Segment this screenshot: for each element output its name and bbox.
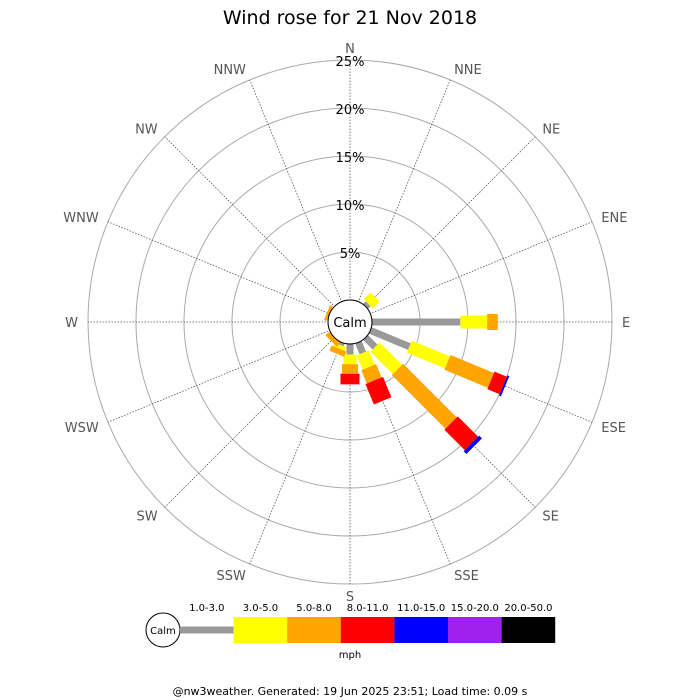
legend-swatch-1 [233,617,288,643]
spoke-line [164,136,351,323]
direction-label-w: W [65,316,78,331]
direction-label-s: S [346,590,354,605]
direction-label-ene: ENE [601,211,627,226]
direction-label-nne: NNE [454,63,482,78]
legend-bin-label: 8.0-11.0 [347,603,389,614]
spoke-line [349,79,451,323]
calm-circle: Calm [327,299,373,345]
legend-swatch-2 [287,617,341,643]
spoke-line [349,136,536,323]
direction-label-sw: SW [137,510,158,525]
bar-segment-ne-1 [363,292,380,309]
direction-label-nw: NW [135,122,158,137]
bar-segment-ese-1 [406,340,450,369]
bar-segment-se-1 [370,342,403,375]
bar-segment-se-0 [363,335,378,350]
bar-segment-ssw-2 [329,345,347,357]
legend-bin-label: 5.0-8.0 [296,603,331,614]
legend-calm-label: Calm [150,626,176,637]
footer-text: @nw3weather. Generated: 19 Jun 2025 23:5… [173,685,528,698]
bar-segment-ese-4 [499,375,510,397]
direction-label-n: N [345,42,355,57]
bar-segment-ssw-1 [333,342,347,352]
bar-segment-sse-3 [365,376,392,405]
direction-labels: N NNE NE ENE E ESE SE SSE S SSW SW WSW W WNW NW NNW [63,42,630,605]
bar-segment-sse-1 [356,350,375,370]
legend-bin-label: 15.0-20.0 [451,603,499,614]
direction-label-wsw: WSW [65,421,99,436]
spoke-line [249,321,351,565]
spoke-line [349,221,593,323]
speed-legend: Calm 1.0-3.0 3.0-5.0 5.0-8.0 8.0-11.0 11.0-1… [145,603,556,661]
calm-center-circle [327,299,373,345]
calm-label: Calm [333,316,366,331]
legend-swatch-5 [448,617,502,643]
spoke-line [107,321,351,423]
polar-grid: 5%10%15%20%25% [87,55,613,585]
bar-segment-se-4 [463,435,482,454]
bar-segment-sw-2 [325,331,341,347]
legend-bin-label: 1.0-3.0 [189,603,224,614]
direction-label-e: E [622,316,630,331]
direction-label-nnw: NNW [214,63,246,78]
legend-swatch-4 [394,617,448,643]
direction-label-se: SE [542,510,558,525]
legend-swatch-6 [501,617,556,643]
bar-segment-ese-2 [444,354,495,388]
bar-segment-ne-0 [363,301,371,309]
wind-bars [323,292,510,454]
bar-segment-sse-2 [361,364,382,384]
direction-label-wnw: WNW [63,211,99,226]
bar-segment-ese-0 [368,327,411,350]
direction-label-ne: NE [542,122,560,137]
chart-title: Wind rose for 21 Nov 2018 [223,7,477,29]
legend-bin-label: 3.0-5.0 [243,603,278,614]
legend-bin-label: 20.0-50.0 [504,603,552,614]
direction-label-ssw: SSW [217,569,247,584]
legend-swatch-3 [340,617,395,643]
legend-swatch-0 [180,626,234,634]
legend-bin-label: 11.0-15.0 [397,603,445,614]
bar-segment-se-2 [391,363,457,429]
legend-swatches: 1.0-3.0 3.0-5.0 5.0-8.0 8.0-11.0 11.0-15.0 15… [180,603,556,643]
spoke-line [107,221,351,323]
bar-segment-sse-0 [355,340,367,355]
direction-label-ese: ESE [601,421,626,436]
bar-segment-se-3 [444,416,479,451]
legend-unit: mph [339,650,361,661]
bar-segment-ese-3 [487,371,507,395]
direction-label-sse: SSE [454,569,479,584]
spoke-line [164,321,351,508]
